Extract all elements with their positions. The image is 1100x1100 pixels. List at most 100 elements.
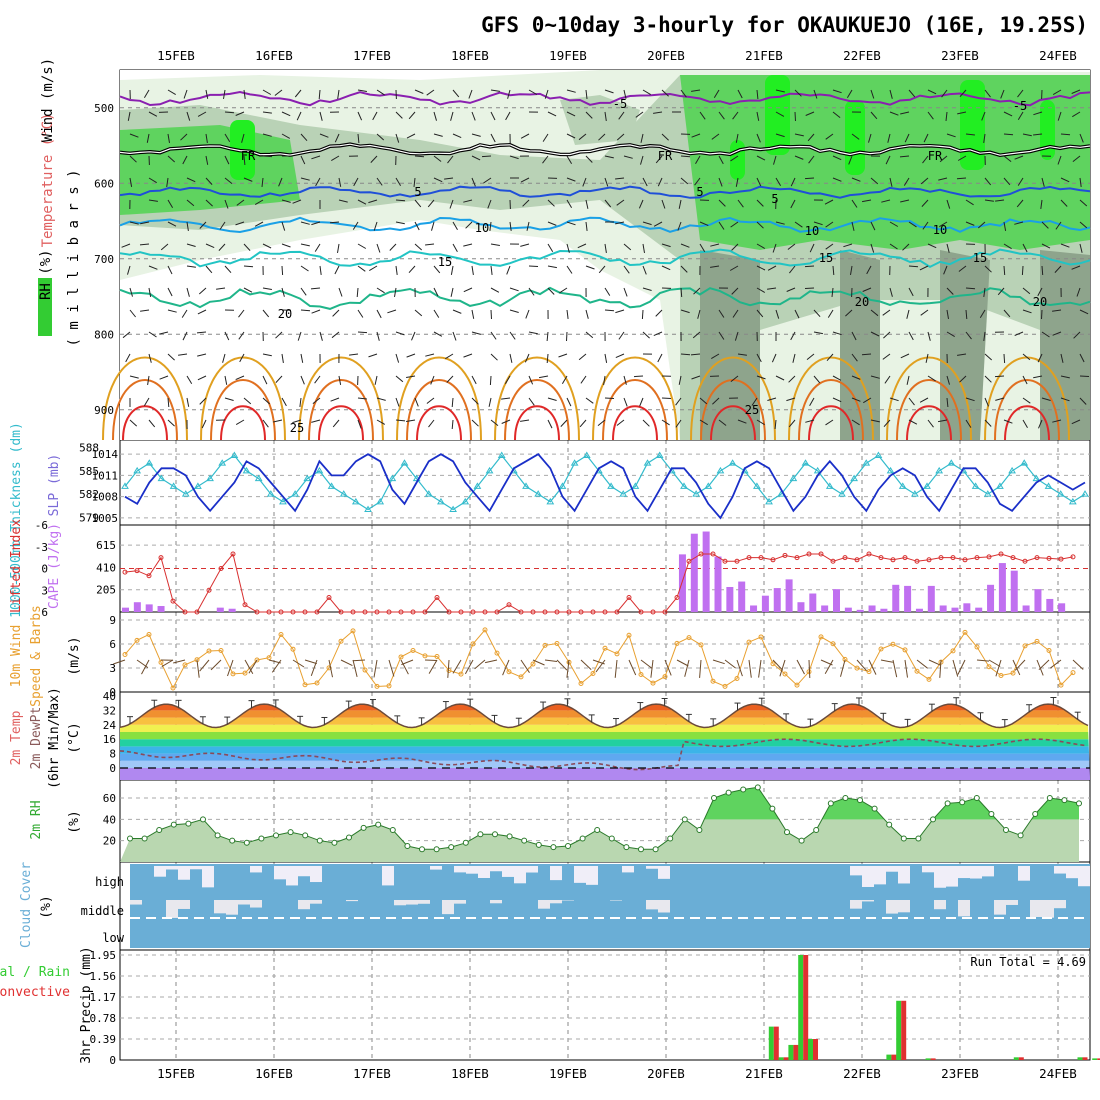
wind-barb xyxy=(376,331,380,341)
wind-barb xyxy=(957,353,967,356)
rh-point xyxy=(492,831,498,838)
wind-barb xyxy=(713,89,720,98)
wind-speed-point xyxy=(650,680,656,686)
pressure-tick: 500 xyxy=(94,102,114,115)
wind-barb xyxy=(1079,221,1088,229)
wind-barb xyxy=(542,133,549,142)
wind-barb xyxy=(804,287,815,289)
contour-label: 5 xyxy=(414,185,421,199)
wind-speed-point xyxy=(794,682,800,688)
temp-tick: 32 xyxy=(103,704,116,717)
wind-barb xyxy=(395,133,400,143)
wind-barb xyxy=(680,243,690,248)
wind-barb xyxy=(566,659,570,678)
warm-dome xyxy=(994,379,1060,441)
wind-barb xyxy=(790,177,796,187)
wind-barb xyxy=(148,111,158,117)
li-point xyxy=(998,551,1004,557)
wind-barb xyxy=(559,287,568,294)
wind-barb xyxy=(148,353,152,363)
wind-barb xyxy=(465,221,473,229)
thickness-point xyxy=(607,482,615,489)
li-point xyxy=(482,609,488,615)
wind-barb xyxy=(1022,375,1028,385)
wind-speed-point xyxy=(734,675,740,681)
wind-barb xyxy=(680,353,691,356)
contour-label: FR xyxy=(928,149,943,163)
wind-barb xyxy=(148,287,152,297)
wind-barb xyxy=(623,155,633,159)
wind-barb xyxy=(832,111,841,118)
cloud-level-middle: middle xyxy=(81,904,124,918)
wind-barb xyxy=(603,375,606,385)
wind-barb xyxy=(376,419,386,425)
date-label-top: 23FEB xyxy=(941,48,979,63)
wind-barb xyxy=(899,155,910,158)
thickness-point xyxy=(546,497,555,505)
wind-barb xyxy=(224,331,230,341)
thickness-point xyxy=(1044,482,1053,489)
wind-barb xyxy=(186,243,196,247)
cloud-high-gap xyxy=(850,866,862,876)
thickness-point xyxy=(364,505,372,513)
wind-barb xyxy=(794,133,804,137)
wind-barb xyxy=(983,331,986,341)
wind-barb xyxy=(1060,375,1070,379)
wind-barb xyxy=(832,89,842,94)
wind-barb xyxy=(1060,397,1070,402)
wind-barb xyxy=(1041,221,1049,229)
wind-barb xyxy=(352,221,359,230)
thickness-point xyxy=(716,466,725,474)
cape-bar xyxy=(892,584,900,612)
wind-barb xyxy=(254,199,264,206)
li-point xyxy=(1034,555,1040,561)
wind-barb xyxy=(121,243,131,248)
thickness-tick: 585 xyxy=(79,465,99,478)
li-point xyxy=(686,558,692,564)
wind-barb xyxy=(292,659,305,668)
wind-barb xyxy=(224,111,235,114)
cloud-high-gap xyxy=(946,866,958,887)
cloud-level-high: high xyxy=(95,875,124,889)
rh-shade-region xyxy=(1040,250,1090,440)
thickness-point xyxy=(655,451,664,458)
li-point xyxy=(554,609,560,615)
wind-barb xyxy=(579,419,587,428)
cape-tick: 205 xyxy=(96,584,116,597)
wind-barb xyxy=(566,265,573,274)
wind-barb xyxy=(1073,331,1081,339)
wind-barb xyxy=(946,133,956,138)
wind-barb xyxy=(425,353,435,357)
wind-barb xyxy=(946,375,950,385)
wind-barb xyxy=(357,89,367,92)
li-tick: 6 xyxy=(41,606,48,619)
rh-point xyxy=(842,795,849,801)
li-point xyxy=(506,602,512,608)
wind-barb xyxy=(731,243,739,251)
wind-barb xyxy=(292,419,302,424)
wind-barb xyxy=(484,659,498,664)
slp-tick: 1005 xyxy=(92,512,119,525)
wind-barb xyxy=(787,243,796,250)
cape-bar xyxy=(809,593,817,612)
wind-barb xyxy=(805,419,815,423)
wind-barb xyxy=(870,221,876,231)
cape-bar xyxy=(228,608,236,612)
wind-barb xyxy=(845,309,853,317)
thickness-point xyxy=(303,474,312,482)
wind-barb xyxy=(678,375,682,385)
wind-barb xyxy=(988,659,1001,667)
wind-barb xyxy=(414,243,423,251)
li-point xyxy=(254,609,260,615)
wind-barb xyxy=(566,309,569,319)
wind-barb xyxy=(983,287,986,297)
wind-barb xyxy=(433,309,440,318)
wind-barb xyxy=(699,221,709,227)
wind-barb xyxy=(623,89,627,99)
wind-barb xyxy=(414,89,424,94)
wind-barb xyxy=(578,133,587,141)
li-point xyxy=(230,551,236,557)
li-point xyxy=(866,551,872,557)
cloud-high-gap xyxy=(982,866,994,877)
